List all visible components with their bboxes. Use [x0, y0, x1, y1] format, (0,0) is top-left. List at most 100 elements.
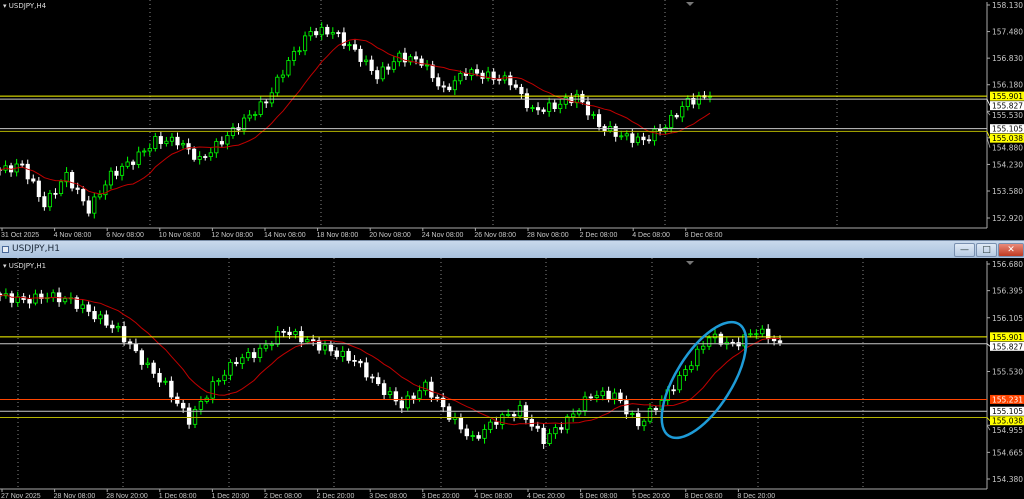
time-tick-label: 8 Dec 20:00 — [737, 493, 775, 499]
candle-body — [275, 76, 280, 94]
candle-body — [98, 314, 103, 320]
close-button[interactable]: ✕ — [998, 243, 1024, 257]
candle-body — [689, 365, 694, 370]
time-tick-label: 24 Nov 08:00 — [422, 232, 464, 239]
time-tick-label: 5 Dec 08:00 — [580, 493, 618, 499]
h4-chart-pane[interactable]: 31 Oct 2025 4 Nov 08:00 6 Nov 08:00 10 Nov … — [0, 0, 1024, 240]
candle-body — [53, 192, 58, 195]
candle-body — [192, 408, 198, 425]
time-tick-label: 2 Dec 08:00 — [580, 232, 618, 239]
candle-body — [246, 352, 251, 359]
candle-body — [563, 97, 568, 105]
price-level-label: 155.827 — [992, 342, 1023, 351]
label-leader-line — [986, 343, 991, 347]
candle-body — [524, 93, 530, 109]
price-tick-label: 157.480 — [992, 28, 1023, 37]
candle-body — [669, 114, 674, 128]
candle-body — [624, 133, 629, 137]
candle-body — [263, 344, 269, 349]
h4-chart[interactable]: 31 Oct 2025 4 Nov 08:00 6 Nov 08:00 10 Nov … — [0, 0, 1024, 240]
candle-body — [133, 343, 139, 352]
candle-body — [680, 106, 685, 118]
moving-average-line — [0, 38, 711, 195]
candle-body — [234, 361, 239, 365]
candle-body — [33, 293, 38, 304]
candle-body — [325, 26, 330, 35]
candle-body — [474, 69, 480, 74]
candle-body — [42, 196, 47, 208]
label-leader-line — [986, 98, 991, 106]
candle-body — [511, 414, 517, 417]
time-tick-label: 3 Dec 20:00 — [422, 493, 460, 499]
candle-body — [452, 80, 457, 91]
time-tick-label: 10 Nov 08:00 — [159, 232, 201, 239]
candle-body — [458, 417, 464, 430]
candle-body — [303, 35, 308, 52]
label-leader-line — [986, 111, 991, 116]
maximize-button[interactable]: □ — [976, 243, 997, 257]
label-leader-line — [986, 131, 991, 139]
candle-body — [169, 136, 175, 142]
candle-body — [219, 141, 224, 145]
time-tick-label: 28 Nov 20:00 — [106, 493, 148, 499]
h1-chart-pane[interactable]: 27 Nov 2025 28 Nov 08:00 28 Nov 20:00 1 Dec… — [0, 258, 1024, 499]
candle-body — [9, 293, 14, 303]
candle-body — [119, 165, 125, 176]
candle-body — [275, 330, 280, 345]
candle-body — [736, 342, 741, 347]
candle-body — [446, 406, 452, 420]
candle-body — [375, 70, 380, 80]
candle-body — [330, 32, 335, 35]
candle-body — [408, 56, 413, 63]
candle-body — [186, 143, 191, 150]
candle-body — [228, 361, 233, 376]
candle-body — [264, 101, 269, 104]
candle-body — [210, 381, 215, 399]
candle-body — [674, 114, 679, 118]
candle-body — [494, 421, 499, 425]
time-tick-label: 2 Dec 08:00 — [264, 493, 302, 499]
candle-body — [588, 396, 594, 399]
candle-body — [482, 429, 487, 439]
candle-body — [81, 189, 86, 202]
candle-body — [417, 390, 422, 399]
candle-body — [222, 374, 227, 381]
candle-body — [74, 297, 79, 309]
candle-body — [402, 52, 407, 63]
candle-body — [458, 72, 463, 82]
candle-body — [139, 350, 144, 365]
time-tick-label: 4 Nov 08:00 — [54, 232, 92, 239]
time-tick-label: 8 Dec 08:00 — [685, 493, 723, 499]
candle-body — [75, 187, 80, 190]
candle-body — [529, 418, 534, 427]
candle-body — [441, 397, 446, 408]
price-label-bg — [990, 394, 1024, 404]
candle-body — [340, 350, 345, 357]
symbol-text: USDJPY,H4 — [8, 2, 47, 10]
candle-body — [663, 127, 668, 132]
candle-body — [541, 427, 546, 444]
window-title-bar[interactable]: USDJPY,H1 — □ ✕ — [0, 240, 1024, 258]
candle-body — [591, 114, 596, 116]
time-tick-label: 28 Nov 08:00 — [527, 232, 569, 239]
candle-body — [197, 156, 202, 160]
minimize-button[interactable]: — — [954, 243, 975, 257]
candle-body — [216, 379, 221, 383]
price-level-label: 155.901 — [992, 92, 1023, 101]
time-tick-label: 2 Dec 20:00 — [317, 493, 355, 499]
candle-body — [287, 331, 292, 336]
price-label-bg — [990, 101, 1024, 111]
candle-body — [203, 156, 208, 158]
candle-body — [136, 151, 141, 165]
candle-body — [31, 178, 36, 182]
candle-body — [399, 400, 404, 409]
candle-body — [391, 61, 396, 70]
candle-body — [541, 109, 546, 112]
candle-body — [103, 184, 108, 196]
h1-chart[interactable]: 27 Nov 2025 28 Nov 08:00 28 Nov 20:00 1 Dec… — [0, 258, 1024, 499]
candle-body — [430, 64, 435, 79]
candle-body — [569, 97, 574, 104]
candle-body — [411, 395, 416, 399]
candle-body — [677, 375, 682, 391]
label-leader-line — [986, 425, 991, 431]
